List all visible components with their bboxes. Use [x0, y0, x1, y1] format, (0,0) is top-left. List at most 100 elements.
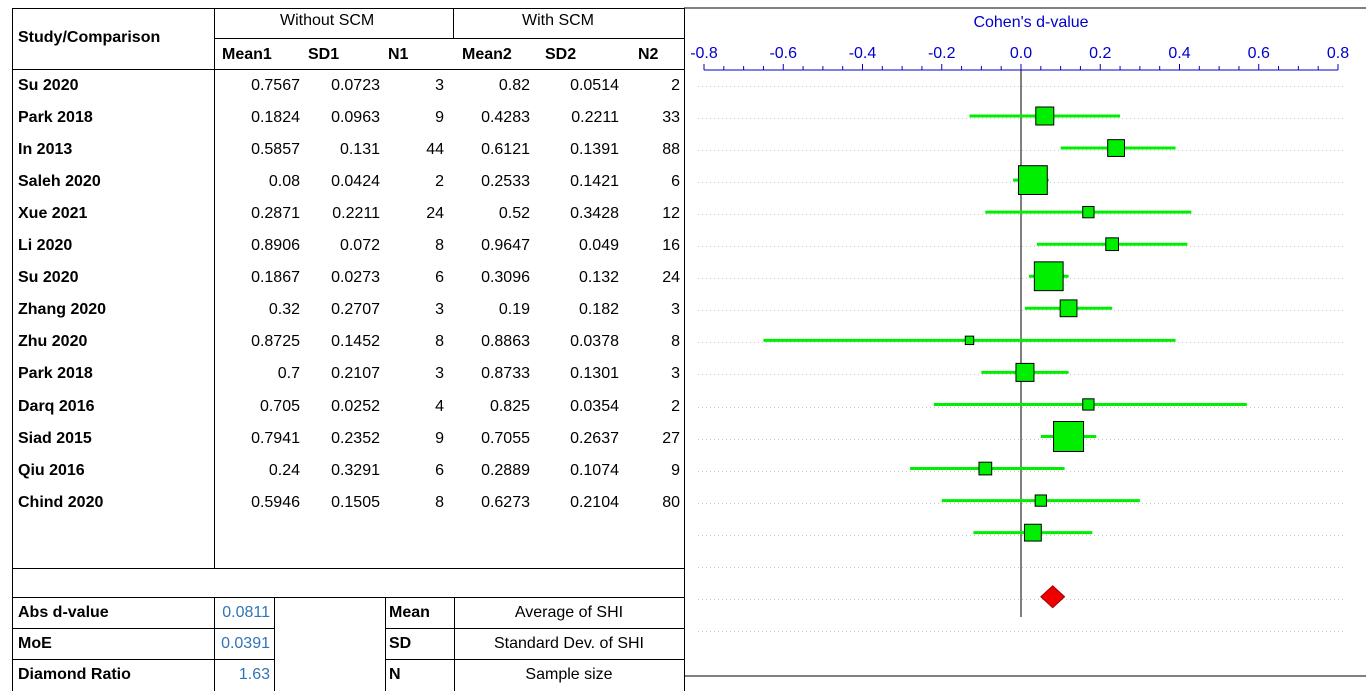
cell-mean2: 0.4283 — [481, 109, 530, 126]
summary-label-abs-d: Abs d-value — [18, 604, 109, 621]
col-header-n1: N1 — [388, 46, 409, 63]
cell-mean1: 0.5857 — [251, 141, 300, 158]
effect-marker — [1105, 237, 1119, 252]
cell-n1: 2 — [435, 173, 444, 190]
cell-mean2: 0.825 — [489, 398, 530, 415]
cell-sd1: 0.0424 — [331, 173, 380, 190]
study-name: Su 2020 — [18, 269, 79, 286]
cell-sd2: 0.0514 — [570, 77, 619, 94]
legend-desc-sd: Standard Dev. of SHI — [494, 635, 644, 652]
cell-n2: 80 — [662, 494, 680, 511]
cell-mean1: 0.5946 — [251, 494, 300, 511]
cell-sd2: 0.049 — [578, 237, 619, 254]
cell-mean1: 0.1867 — [251, 269, 300, 286]
cell-sd2: 0.1421 — [570, 173, 619, 190]
study-name: Li 2020 — [18, 237, 73, 254]
cell-n2: 3 — [671, 301, 680, 318]
cell-mean2: 0.6273 — [481, 494, 530, 511]
cell-sd1: 0.2107 — [331, 365, 380, 382]
cell-n2: 8 — [671, 333, 680, 350]
cell-sd2: 0.1301 — [570, 365, 619, 382]
study-name: In 2013 — [18, 141, 73, 158]
cell-n2: 3 — [671, 365, 680, 382]
cell-sd1: 0.0252 — [331, 398, 380, 415]
cell-sd1: 0.0723 — [331, 77, 380, 94]
cell-mean1: 0.32 — [268, 301, 300, 318]
cell-mean2: 0.82 — [498, 77, 530, 94]
legend-key-sd: SD — [389, 635, 412, 652]
summary-value-moe: 0.0391 — [221, 635, 270, 652]
x-tick-label: 0.0 — [1010, 45, 1032, 62]
cell-n1: 3 — [435, 77, 444, 94]
cell-mean1: 0.7 — [277, 365, 300, 382]
x-tick-label: 0.8 — [1327, 45, 1349, 62]
cell-mean2: 0.8863 — [481, 333, 530, 350]
study-name: Chind 2020 — [18, 494, 104, 511]
cell-n1: 8 — [435, 237, 444, 254]
col-header-mean2: Mean2 — [462, 46, 512, 63]
cell-n1: 4 — [435, 398, 444, 415]
cell-mean1: 0.08 — [268, 173, 300, 190]
effect-marker — [1015, 362, 1035, 382]
cell-n2: 88 — [662, 141, 680, 158]
cell-n2: 24 — [662, 269, 680, 286]
cell-mean1: 0.8725 — [251, 333, 300, 350]
effect-marker — [1053, 421, 1085, 452]
grid-lines — [698, 70, 1346, 632]
cell-sd2: 0.3428 — [570, 205, 619, 222]
study-name: Zhu 2020 — [18, 333, 88, 350]
cell-n2: 12 — [662, 205, 680, 222]
cell-sd1: 0.131 — [339, 141, 380, 158]
summary-label-diamond-ratio: Diamond Ratio — [18, 666, 131, 683]
cell-sd1: 0.0273 — [331, 269, 380, 286]
cell-mean2: 0.6121 — [481, 141, 530, 158]
effect-marker — [978, 461, 993, 476]
cell-mean2: 0.2533 — [481, 173, 530, 190]
cell-mean2: 0.52 — [498, 205, 530, 222]
cell-sd1: 0.072 — [339, 237, 380, 254]
cell-sd2: 0.2211 — [571, 109, 619, 126]
cell-mean1: 0.24 — [268, 462, 300, 479]
cell-mean2: 0.3096 — [481, 269, 530, 286]
col-header-sd1: SD1 — [308, 46, 340, 63]
cell-sd2: 0.2637 — [570, 430, 619, 447]
study-name: Siad 2015 — [18, 430, 92, 447]
cell-n2: 16 — [662, 237, 680, 254]
cell-n2: 9 — [671, 462, 680, 479]
cell-n2: 27 — [662, 430, 680, 447]
cell-mean2: 0.7055 — [481, 430, 530, 447]
cell-n2: 6 — [671, 173, 680, 190]
cell-n1: 9 — [435, 109, 444, 126]
data-marks — [763, 106, 1247, 609]
col-header-n2: N2 — [638, 46, 659, 63]
effect-marker — [1023, 523, 1042, 542]
cell-n1: 44 — [426, 141, 444, 158]
x-tick-label: 0.6 — [1248, 45, 1270, 62]
x-tick-label: -0.4 — [849, 45, 877, 62]
cell-sd1: 0.3291 — [331, 462, 380, 479]
cell-sd2: 0.0378 — [570, 333, 619, 350]
forest-plot: Cohen's d-value -0.8 -0.6 -0.4 -0.2 0.0 0.2 0.… — [684, 7, 1366, 677]
effect-marker — [1082, 398, 1095, 411]
summary-diamond — [1040, 585, 1066, 609]
study-name: Qiu 2016 — [18, 462, 85, 479]
cell-n1: 3 — [435, 301, 444, 318]
x-tick-label: 0.2 — [1089, 45, 1111, 62]
x-axis: -0.8 -0.6 -0.4 -0.2 0.0 0.2 0.4 0.6 0.8 — [690, 45, 1349, 71]
col-header-mean1: Mean1 — [222, 46, 272, 63]
cell-mean1: 0.8906 — [251, 237, 300, 254]
effect-marker — [1059, 299, 1078, 318]
effect-marker — [1034, 494, 1047, 507]
cell-n2: 2 — [671, 77, 680, 94]
group1-header: Without SCM — [280, 12, 375, 29]
cell-mean1: 0.705 — [259, 398, 300, 415]
cell-sd2: 0.0354 — [570, 398, 619, 415]
plot-title: Cohen's d-value — [973, 14, 1088, 31]
legend-key-mean: Mean — [389, 604, 430, 621]
effect-marker — [1107, 139, 1126, 157]
cell-sd2: 0.2104 — [570, 494, 619, 511]
cell-n1: 8 — [435, 494, 444, 511]
cell-n1: 24 — [426, 205, 444, 222]
cell-sd2: 0.1391 — [570, 141, 619, 158]
cell-n2: 33 — [662, 109, 680, 126]
